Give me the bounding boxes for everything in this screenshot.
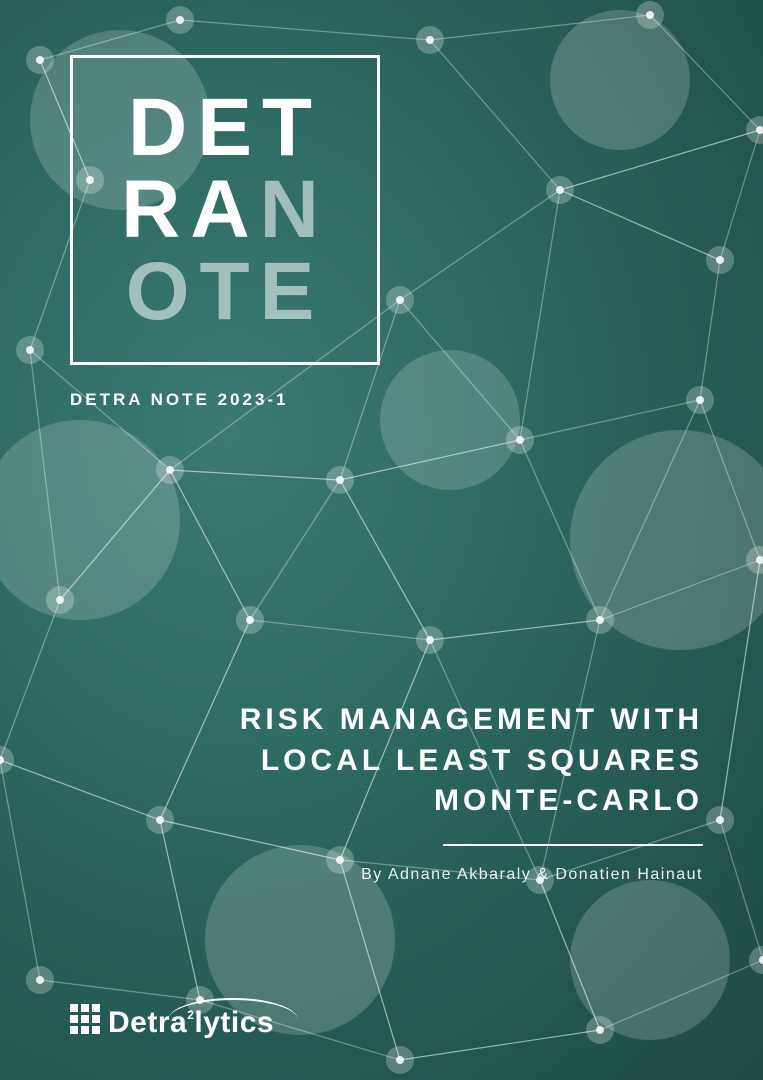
- title-block: RISK MANAGEMENT WITH LOCAL LEAST SQUARES…: [240, 700, 703, 884]
- logo-box: DETRANOTE: [70, 55, 380, 365]
- logo-char-2-0: O: [126, 251, 200, 333]
- title-line-3: MONTE-CARLO: [240, 781, 703, 822]
- brand-text: Detra2lytics: [108, 1006, 274, 1040]
- brand-grid-icon: [70, 1004, 100, 1034]
- title-line-2: LOCAL LEAST SQUARES: [240, 741, 703, 782]
- title-line-1: RISK MANAGEMENT WITH: [240, 700, 703, 741]
- logo-row-2: OTE: [126, 251, 325, 333]
- logo-char-1-1: A: [190, 169, 259, 251]
- logo-char-1-0: R: [121, 169, 190, 251]
- brand-super: 2: [187, 1008, 194, 1022]
- title-rule: [443, 844, 703, 846]
- logo-char-0-0: D: [128, 87, 197, 169]
- logo-char-1-2: N: [260, 169, 329, 251]
- logo-row-0: DET: [128, 87, 322, 169]
- logo-char-2-1: T: [200, 251, 260, 333]
- issue-label: DETRA NOTE 2023-1: [70, 390, 289, 410]
- logo-char-2-2: E: [260, 251, 325, 333]
- logo-row-1: RAN: [121, 169, 329, 251]
- logo-char-0-2: T: [262, 87, 322, 169]
- logo-char-0-1: E: [197, 87, 262, 169]
- byline: By Adnane Akbaraly & Donatien Hainaut: [240, 866, 703, 884]
- cover-page: DETRANOTE DETRA NOTE 2023-1 RISK MANAGEM…: [0, 0, 763, 1080]
- brand-logo: Detra2lytics: [70, 1004, 274, 1040]
